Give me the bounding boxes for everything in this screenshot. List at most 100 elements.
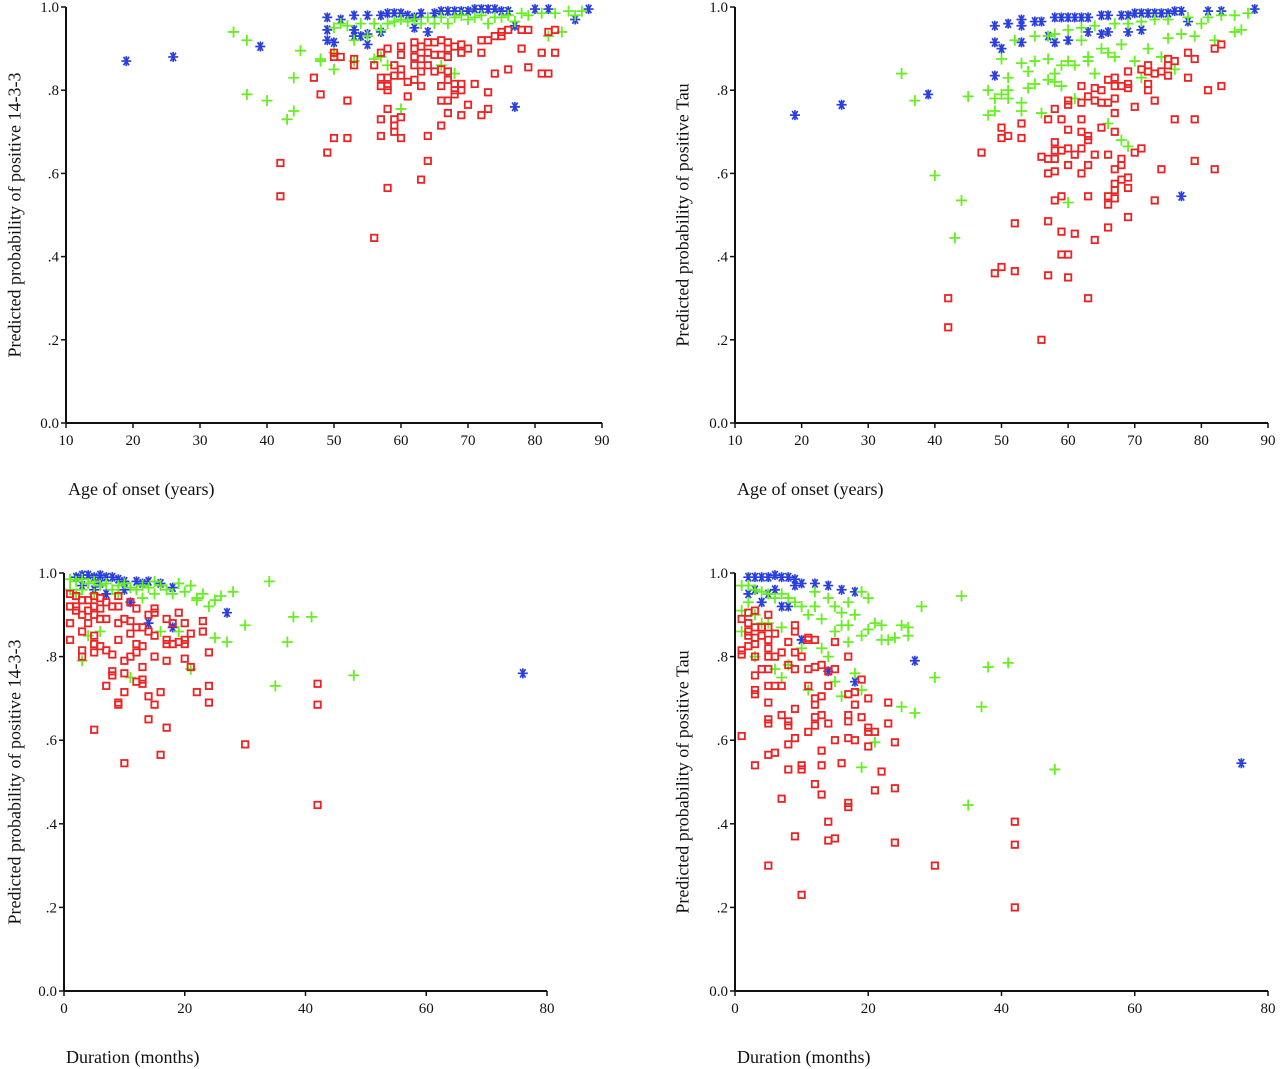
data-point-plus: [1029, 55, 1041, 67]
data-point-asterisk: [121, 56, 132, 67]
data-point-square: [144, 627, 153, 636]
data-points: [121, 4, 594, 242]
data-point-square: [790, 627, 800, 636]
x-tick-label: 60: [394, 433, 409, 449]
panel-age-14-3-3: 10 20 30 40 50 60 70 80 90 0.0 .2 .4 .6 .8 1.0 Age of o…: [0, 0, 640, 534]
data-point-square: [416, 81, 426, 91]
data-point-plus: [227, 586, 239, 598]
data-point-square: [817, 660, 826, 670]
data-point-square: [750, 606, 760, 615]
data-point-square: [276, 192, 285, 201]
data-point-plus: [375, 24, 387, 36]
data-point-plus: [209, 594, 221, 606]
y-tick-label: 1.0: [709, 0, 728, 16]
data-point-asterisk: [101, 572, 112, 583]
data-point-asterisk: [789, 580, 800, 591]
data-point-plus: [155, 626, 167, 638]
data-point-plus: [1242, 7, 1254, 19]
data-point-plus: [215, 590, 227, 602]
data-point-square: [997, 262, 1006, 272]
data-point-plus: [185, 580, 197, 592]
data-point-plus: [191, 594, 203, 606]
data-point-square: [396, 133, 406, 143]
data-point-square: [790, 734, 800, 743]
data-point-square: [750, 685, 760, 695]
data-point-plus: [287, 611, 299, 623]
data-point-square: [750, 639, 760, 649]
data-point-square: [1010, 817, 1019, 826]
data-point-square: [1077, 115, 1086, 124]
data-point-square: [1044, 154, 1053, 163]
data-point-plus: [509, 16, 521, 28]
data-point-square: [150, 608, 159, 617]
data-point-plus: [1042, 30, 1054, 42]
data-point-plus: [742, 596, 754, 608]
data-point-plus: [789, 596, 801, 608]
data-point-asterisk: [436, 6, 447, 17]
data-point-square: [1064, 96, 1073, 105]
data-point-square: [884, 698, 893, 707]
data-point-plus: [475, 9, 487, 21]
data-point-square: [797, 761, 806, 770]
data-point-plus: [328, 63, 340, 75]
data-point-square: [810, 700, 820, 709]
data-point-asterisk: [429, 8, 440, 19]
data-point-asterisk: [1083, 26, 1094, 37]
data-point-square: [1190, 54, 1199, 64]
x-tick-label: 90: [595, 433, 610, 449]
data-point-plus: [902, 630, 914, 642]
data-point-asterisk: [796, 634, 807, 645]
data-point-square: [844, 802, 853, 812]
data-point-square: [764, 750, 773, 759]
data-point-square: [1010, 840, 1019, 849]
data-point-square: [870, 727, 880, 736]
data-point-square: [457, 40, 466, 49]
data-point-square: [1050, 154, 1059, 163]
data-point-plus: [1089, 68, 1101, 80]
data-point-square: [376, 81, 386, 91]
data-point-square: [1004, 131, 1013, 141]
data-point-asterisk: [409, 22, 420, 33]
data-point-square: [1183, 73, 1193, 82]
x-tick-label: 80: [540, 1001, 555, 1017]
data-point-square: [1057, 250, 1066, 259]
data-point-square: [944, 323, 953, 332]
data-point-square: [830, 736, 840, 745]
x-tick-label: 40: [260, 433, 275, 449]
data-point-square: [65, 619, 75, 628]
data-point-asterisk: [1103, 10, 1114, 21]
data-point-plus: [842, 619, 854, 631]
x-tick-label: 80: [1194, 433, 1209, 449]
data-point-square: [1057, 227, 1066, 236]
data-point-plus: [1035, 107, 1047, 119]
data-point-plus: [522, 9, 534, 21]
data-point-asterisk: [362, 10, 373, 21]
data-point-asterisk: [1063, 12, 1074, 23]
data-point-plus: [348, 669, 360, 681]
data-point-square: [126, 616, 135, 626]
y-tick-label: .6: [717, 733, 729, 749]
data-point-plus: [1202, 11, 1214, 23]
data-point-plus: [136, 592, 148, 604]
data-point-square: [551, 25, 560, 34]
data-point-asterisk: [1029, 16, 1040, 27]
data-point-plus: [118, 577, 130, 589]
data-point-square: [1137, 65, 1146, 74]
data-point-plus: [1095, 43, 1107, 55]
data-point-square: [198, 616, 207, 626]
data-point-square: [1123, 84, 1133, 93]
data-point-plus: [896, 701, 908, 713]
data-point-square: [1217, 40, 1226, 49]
data-point-asterisk: [1129, 8, 1140, 19]
data-point-plus: [929, 672, 941, 683]
data-point-asterisk: [796, 578, 807, 589]
data-point-plus: [462, 13, 474, 25]
data-point-square: [396, 113, 406, 122]
y-tick-label: 1.0: [40, 0, 59, 16]
data-point-square: [84, 606, 93, 615]
data-point-square: [810, 635, 820, 644]
data-point-square: [1123, 173, 1133, 182]
data-point-plus: [429, 18, 440, 30]
data-point-asterisk: [496, 6, 507, 17]
y-tick-label: .4: [48, 250, 60, 266]
